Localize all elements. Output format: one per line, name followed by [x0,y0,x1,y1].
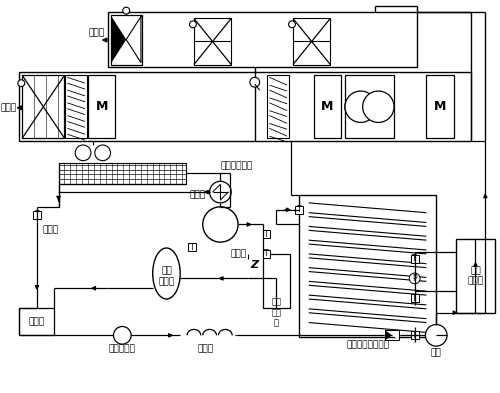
Text: M: M [321,100,334,113]
Ellipse shape [152,248,180,299]
Circle shape [202,207,238,242]
Circle shape [123,7,130,14]
Bar [345,75,394,138]
Circle shape [426,325,447,346]
Bar [110,15,142,64]
Bar [262,230,270,238]
Circle shape [345,91,376,123]
Text: 進風口: 進風口 [0,103,16,112]
Circle shape [362,91,394,123]
Bar [426,75,454,138]
Text: P: P [412,274,417,283]
Circle shape [362,91,394,123]
Bar [314,75,341,138]
Bar [299,195,436,337]
Text: M: M [434,100,446,113]
Bar [58,163,186,184]
Bar [108,11,416,68]
Text: 臥式殼管式蒸發器: 臥式殼管式蒸發器 [346,341,389,350]
Text: 出風口: 出風口 [88,29,104,38]
Text: 蒸汽
發生器: 蒸汽 發生器 [468,266,483,286]
Text: 水泵: 水泵 [431,349,442,358]
Bar [262,250,270,258]
Text: T: T [296,205,301,214]
Text: T: T [264,230,269,239]
Bar [194,18,231,64]
Text: T: T [264,250,269,258]
Bar [268,75,289,138]
Circle shape [95,145,110,161]
Text: M: M [96,100,108,113]
Bar [66,75,87,138]
Text: 干燥過濾器: 干燥過濾器 [109,345,136,354]
Text: T: T [412,254,417,263]
Bar [295,206,303,214]
Text: 風冷式冷凝器: 風冷式冷凝器 [220,161,252,170]
Circle shape [250,77,260,87]
Text: 汽液
分離
器: 汽液 分離 器 [272,298,281,328]
Bar [262,254,290,308]
Bar [293,18,331,64]
Text: 加液口: 加液口 [231,250,247,258]
Bar [410,294,418,302]
Text: T: T [190,242,194,252]
Bar [456,239,495,313]
Polygon shape [112,17,126,62]
Bar [20,72,470,141]
Text: T: T [412,294,417,303]
Text: T: T [412,331,417,340]
Bar [188,243,196,251]
Bar [22,75,64,138]
Text: 制冷
壓縮機: 制冷 壓縮機 [158,267,174,286]
Text: 貯液器: 貯液器 [29,317,45,326]
Bar [410,331,418,339]
Circle shape [288,21,296,28]
Circle shape [114,327,131,344]
Text: 毛細管: 毛細管 [198,345,214,354]
Circle shape [18,80,25,86]
Circle shape [345,91,376,123]
Circle shape [210,181,231,203]
Circle shape [410,273,420,284]
Text: Z: Z [250,260,259,270]
Circle shape [75,145,91,161]
Circle shape [190,21,196,28]
Polygon shape [385,331,392,340]
Bar [33,211,41,219]
Bar [88,75,116,138]
Text: 四通閥: 四通閥 [190,191,206,200]
Text: 補償器: 補償器 [42,225,59,234]
Bar [410,255,418,263]
Bar [20,308,54,335]
Text: T: T [34,210,40,219]
Polygon shape [392,331,399,340]
